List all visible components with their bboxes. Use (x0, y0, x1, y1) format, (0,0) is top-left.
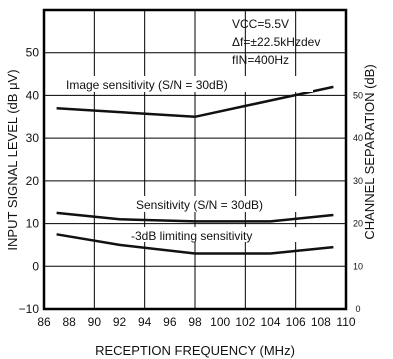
conditions-block: VCC=5.5V Δf=±22.5kHzdev fIN=400Hz (232, 17, 320, 67)
image-sensitivity-label-bg (63, 76, 313, 92)
x-tick-label: 94 (138, 315, 152, 329)
x-tick-label: 98 (188, 315, 202, 329)
plot-frame (42, 8, 348, 311)
sensitivity-label: Sensitivity (S/N = 30dB) (136, 198, 263, 212)
x-tick-label: 96 (163, 315, 177, 329)
sensitivity-label-bg (133, 196, 301, 212)
limiting-sensitivity-label-bg (128, 227, 302, 242)
x-tick-label: 88 (62, 315, 76, 329)
x-tick-label: 90 (88, 315, 102, 329)
x-tick-label: 102 (235, 315, 255, 329)
y-right-tick-label: 50 (353, 90, 363, 100)
y-left-tick-label: 0 (32, 259, 39, 273)
y-axis-right-title: CHANNEL SEPARATION (dB) (362, 64, 377, 239)
limiting-sensitivity-label: -3dB limiting sensitivity (131, 229, 252, 243)
curve-layer (56, 85, 334, 255)
image-sensitivity-label: Image sensitivity (S/N = 30dB) (66, 78, 228, 92)
y-right-tick-label: 0 (355, 304, 360, 314)
y-left-tick-label: 20 (26, 174, 40, 188)
series-line-1 (56, 211, 334, 223)
y-right-tick-label: 20 (353, 219, 363, 229)
x-tick-label: 100 (210, 315, 230, 329)
series-line-0 (56, 85, 334, 119)
y-left-tick-label: −10 (19, 302, 40, 316)
y-left-tick-label: 10 (26, 217, 40, 231)
condition-deviation: Δf=±22.5kHzdev (232, 35, 320, 49)
tick-layer: 86 88 90 92 94 96 98 100 102 104 106 108 110−1001020… (19, 46, 363, 329)
series-line-2 (56, 233, 334, 255)
y-right-tick-label: 40 (353, 133, 363, 143)
y-left-tick-label: 30 (26, 131, 40, 145)
x-axis-title: RECEPTION FREQUENCY (MHz) (95, 343, 295, 358)
condition-fin: fIN=400Hz (232, 53, 289, 67)
y-right-tick-label: 10 (353, 261, 363, 271)
x-tick-label: 106 (286, 315, 306, 329)
x-tick-label: 86 (37, 315, 51, 329)
grid-layer (44, 10, 346, 309)
condition-vcc: VCC=5.5V (232, 17, 289, 31)
x-tick-label: 104 (260, 315, 280, 329)
y-left-tick-label: 40 (26, 88, 40, 102)
x-tick-label: 108 (311, 315, 331, 329)
y-left-tick-label: 50 (26, 46, 40, 60)
y-right-tick-label: 30 (353, 176, 363, 186)
x-tick-label: 92 (113, 315, 127, 329)
x-tick-label: 110 (336, 315, 355, 329)
y-axis-left-title: INPUT SIGNAL LEVEL (dB μV) (5, 69, 20, 250)
